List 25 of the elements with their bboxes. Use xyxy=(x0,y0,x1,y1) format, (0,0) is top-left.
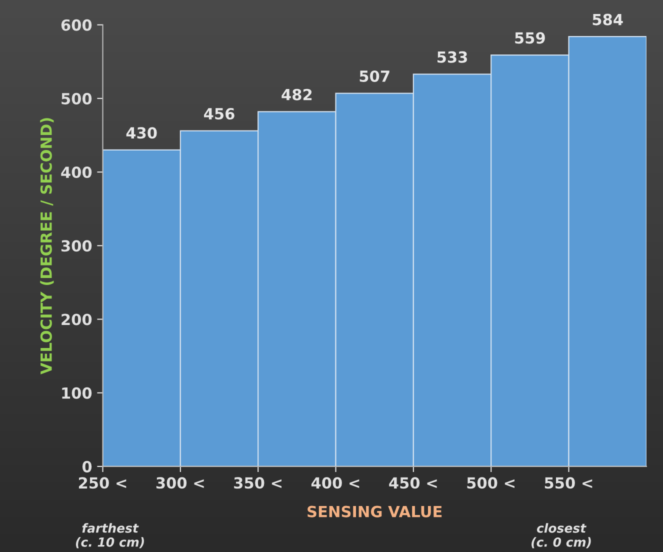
y-axis-title: VELOCITY (DEGREE / SECOND) xyxy=(40,118,54,374)
text: closest (c. 0 cm) xyxy=(532,523,591,548)
text: farthest (c. 10 cm) xyxy=(76,523,144,548)
data-label: 584 xyxy=(592,14,623,26)
x-tick-label: 350 < xyxy=(234,477,282,489)
x-tick-label: 550 < xyxy=(544,477,592,489)
data-label: 456 xyxy=(204,108,234,120)
y-tick-label: 0 xyxy=(82,460,92,472)
data-label: 533 xyxy=(437,51,467,63)
data-label: 507 xyxy=(360,70,390,82)
y-tick-label: 400 xyxy=(61,166,92,178)
data-label: 559 xyxy=(515,32,545,44)
y-tick-label: 100 xyxy=(62,387,92,399)
x-tick-label: 400 < xyxy=(311,477,360,489)
data-label: 482 xyxy=(282,88,312,100)
data-label: 430 xyxy=(126,127,157,139)
x-tick-label: 450 < xyxy=(389,477,437,489)
x-axis-title: SENSING VALUE xyxy=(308,506,442,518)
y-tick-label: 600 xyxy=(61,19,92,31)
y-tick-label: 200 xyxy=(62,314,92,326)
x-tick-label: 500 < xyxy=(467,477,514,489)
x-tick-label: 300 < xyxy=(156,477,204,489)
y-tick-label: 500 xyxy=(62,92,92,104)
x-tick-label: 250 < xyxy=(78,477,126,489)
y-tick-label: 300 xyxy=(61,240,92,252)
